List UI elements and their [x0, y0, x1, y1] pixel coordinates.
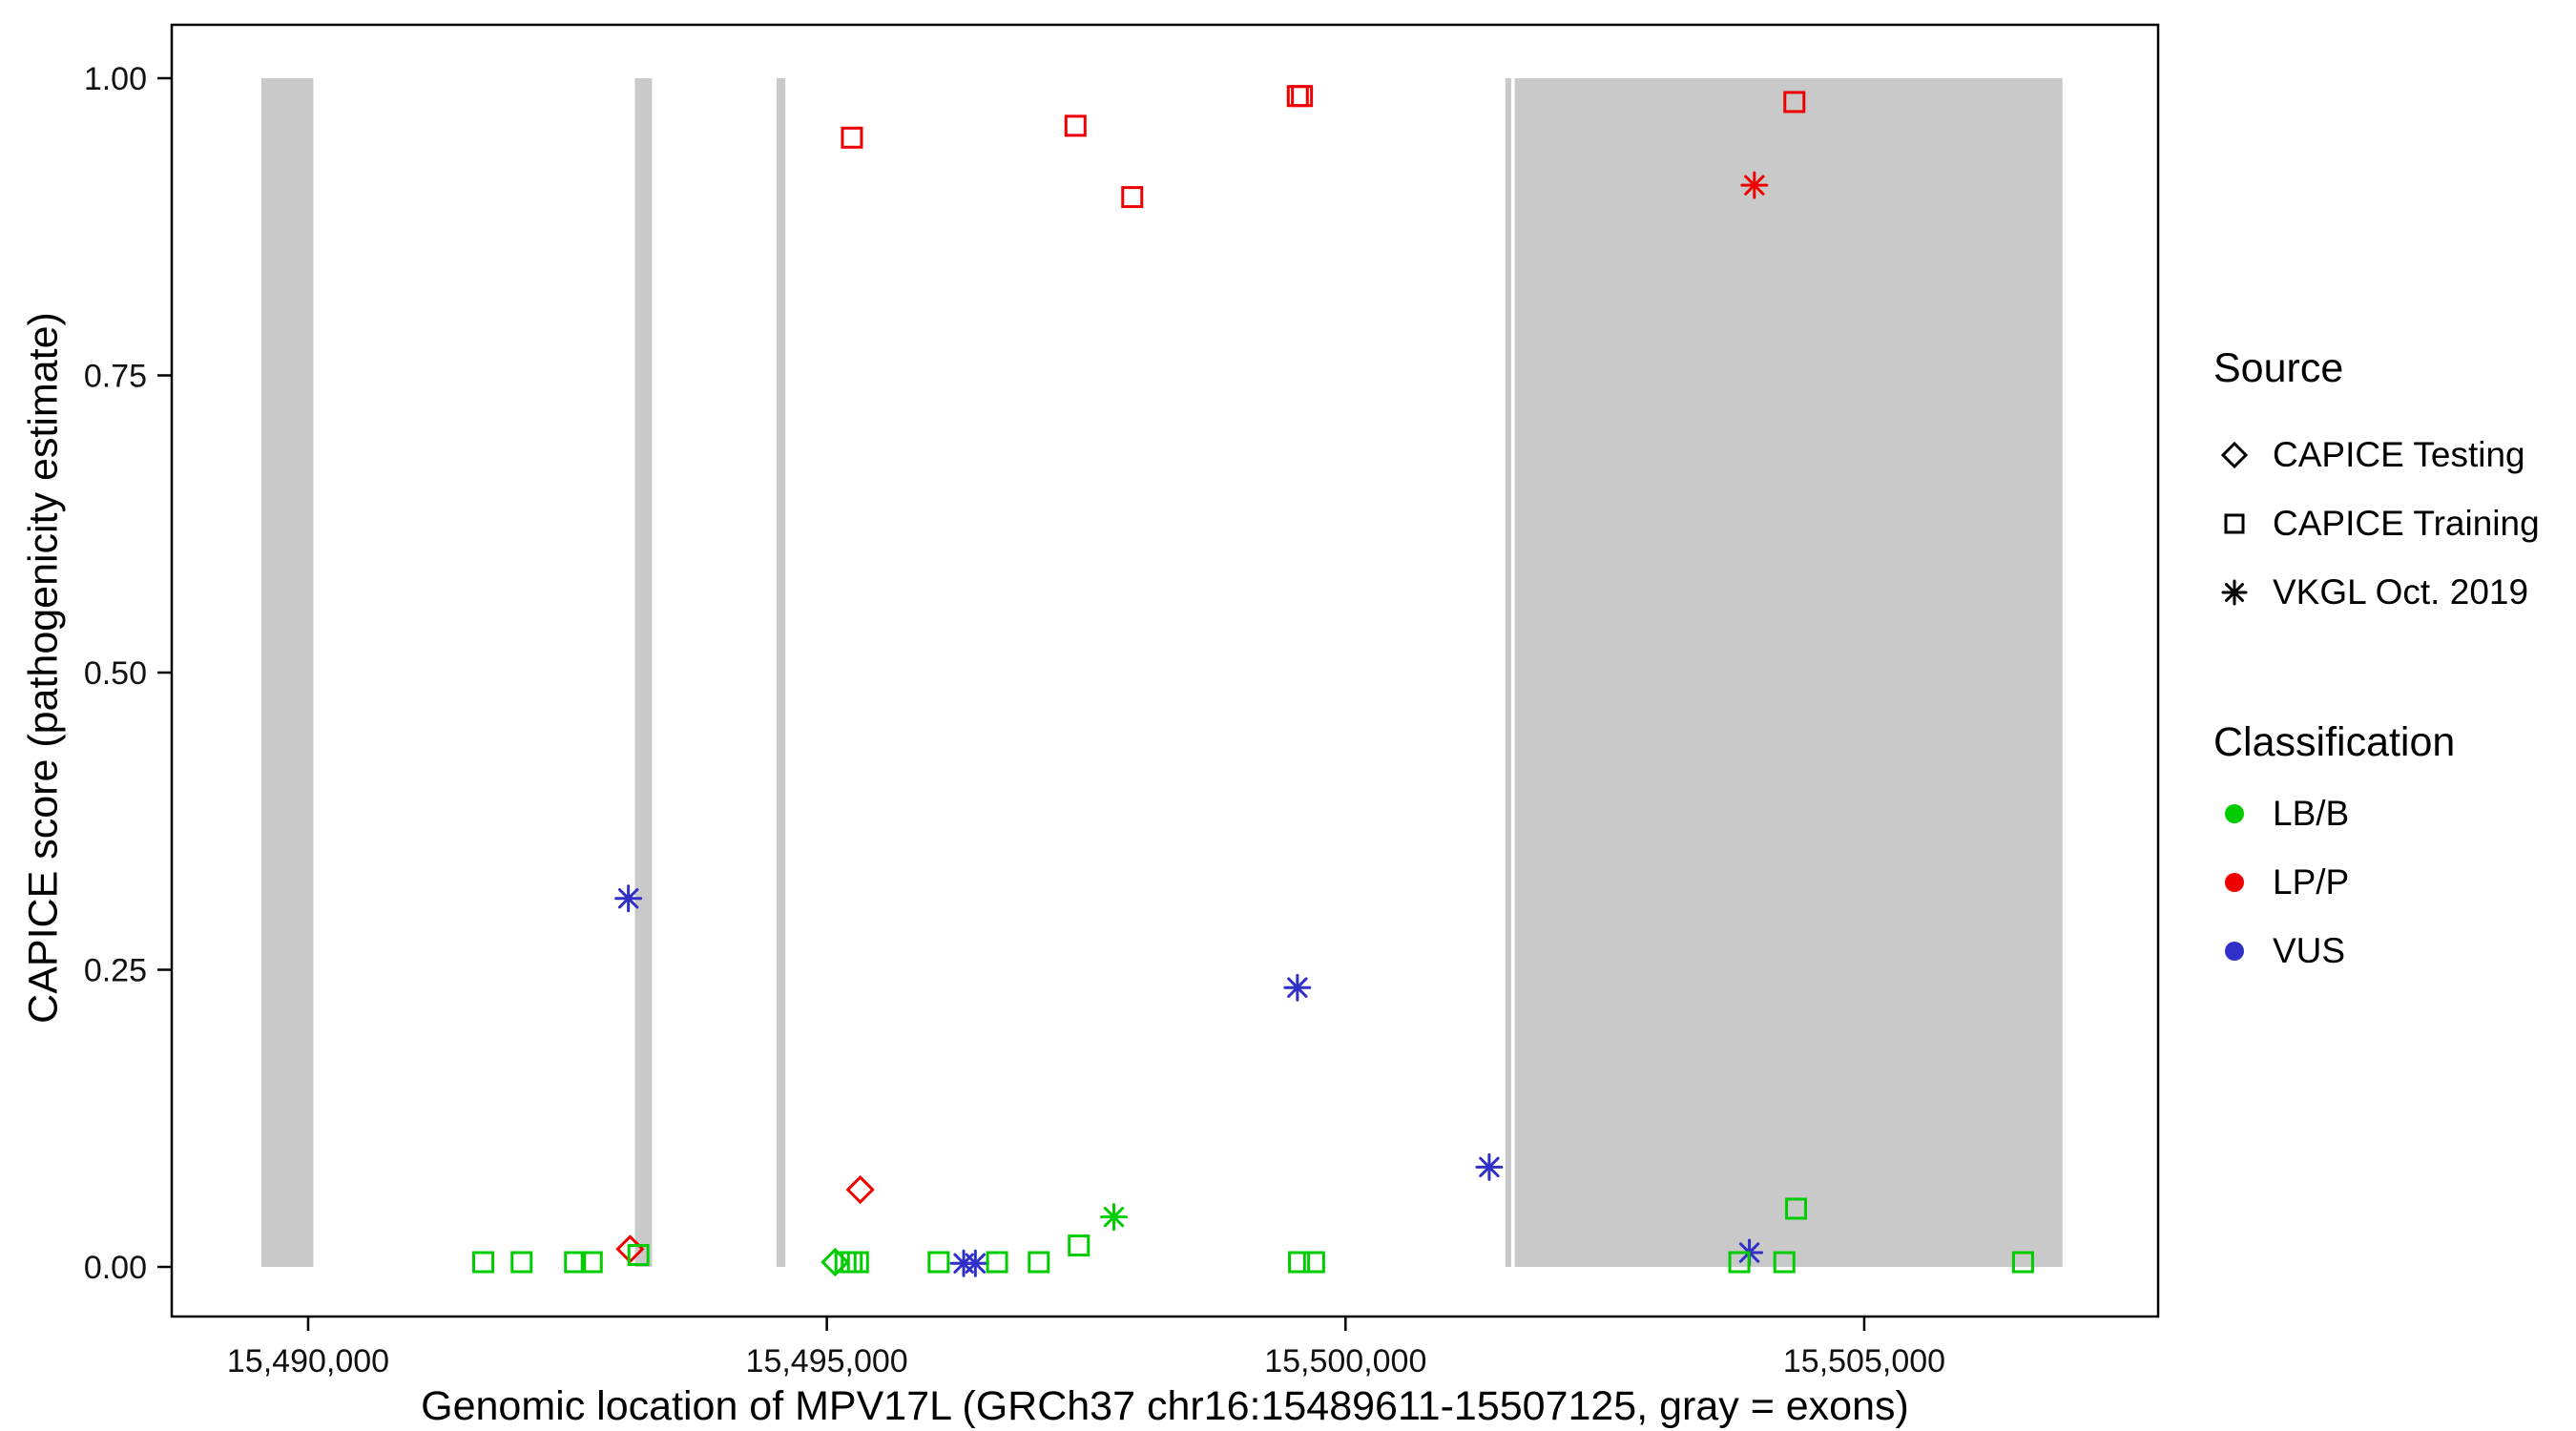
data-point-square: [564, 1251, 587, 1274]
exon-region: [1514, 78, 2063, 1267]
data-point-asterisk: [1283, 973, 1312, 1002]
data-point-square: [841, 1251, 863, 1274]
y-tick-label: 1.00: [84, 61, 147, 97]
exon-region: [634, 78, 653, 1267]
data-point-asterisk: [1740, 171, 1769, 199]
data-point-square: [1785, 1197, 1808, 1220]
panel-border: [170, 23, 2160, 1318]
green-dot-icon: [2213, 793, 2273, 835]
data-point-asterisk: [1475, 1152, 1504, 1181]
legend-item-label: LP/P: [2273, 862, 2350, 902]
data-point-square: [627, 1244, 650, 1267]
data-point-square: [1783, 91, 1806, 114]
exon-region: [260, 78, 314, 1267]
x-tick-label: 15,500,000: [1264, 1343, 1426, 1379]
data-point-square: [1291, 85, 1314, 108]
blue-dot-icon: [2213, 930, 2273, 972]
square-icon: [2213, 503, 2273, 545]
data-point-square: [834, 1251, 857, 1274]
y-axis-title: CAPICE score (pathogenicity estimate): [20, 312, 67, 1024]
data-point-square: [846, 1251, 869, 1274]
legend-item-label: VKGL Oct. 2019: [2273, 572, 2529, 612]
legend-source-title: Source: [2213, 345, 2344, 391]
data-point-square: [1064, 114, 1087, 137]
data-point-asterisk: [1100, 1203, 1129, 1232]
y-tick-label: 0.50: [84, 655, 147, 692]
data-point-square: [472, 1251, 495, 1274]
data-point-square: [1728, 1251, 1751, 1274]
data-point-square: [927, 1251, 950, 1274]
data-point-square: [1288, 1251, 1311, 1274]
data-point-square: [1068, 1234, 1091, 1257]
legend-item-lbb: LB/B: [2213, 779, 2540, 848]
legend-classification-title: Classification: [2213, 719, 2456, 765]
y-tick-label: 0.00: [84, 1250, 147, 1286]
data-point-square: [1121, 186, 1144, 209]
data-point-square: [1302, 1251, 1325, 1274]
data-point-square: [1028, 1251, 1050, 1274]
legend-spacer: [2213, 627, 2540, 719]
exon-region: [776, 78, 786, 1267]
legend-item-label: CAPICE Testing: [2273, 435, 2525, 474]
legend-item-vus: VUS: [2213, 917, 2540, 985]
y-tick-label: 0.25: [84, 953, 147, 989]
diamond-icon: [2213, 434, 2273, 476]
asterisk-icon: [2213, 571, 2273, 613]
legend-item-label: LB/B: [2273, 794, 2350, 833]
legend-item-lpp: LP/P: [2213, 848, 2540, 917]
y-tick-label: 0.75: [84, 359, 147, 395]
data-point-square: [986, 1251, 1008, 1274]
data-point-asterisk: [961, 1249, 989, 1277]
data-point-square: [510, 1251, 533, 1274]
x-tick-label: 15,495,000: [746, 1343, 908, 1379]
legend: Source CAPICE Testing CAPICE Training VK…: [2213, 345, 2540, 985]
legend-item-capice-testing: CAPICE Testing: [2213, 421, 2540, 489]
legend-item-label: CAPICE Training: [2273, 504, 2540, 543]
data-point-square: [841, 126, 863, 149]
data-point-asterisk: [614, 884, 643, 913]
data-point-square: [1773, 1251, 1796, 1274]
legend-item-label: VUS: [2273, 931, 2346, 970]
exon-region: [1505, 78, 1511, 1267]
data-point-square: [580, 1251, 603, 1274]
data-point-square: [2011, 1251, 2034, 1274]
x-tick-label: 15,490,000: [227, 1343, 389, 1379]
legend-item-vkgl: VKGL Oct. 2019: [2213, 558, 2540, 627]
red-dot-icon: [2213, 861, 2273, 903]
legend-item-capice-training: CAPICE Training: [2213, 489, 2540, 558]
x-tick-label: 15,505,000: [1783, 1343, 1945, 1379]
data-point-diamond: [845, 1174, 875, 1205]
x-axis-title: Genomic location of MPV17L (GRCh37 chr16…: [421, 1383, 1909, 1429]
